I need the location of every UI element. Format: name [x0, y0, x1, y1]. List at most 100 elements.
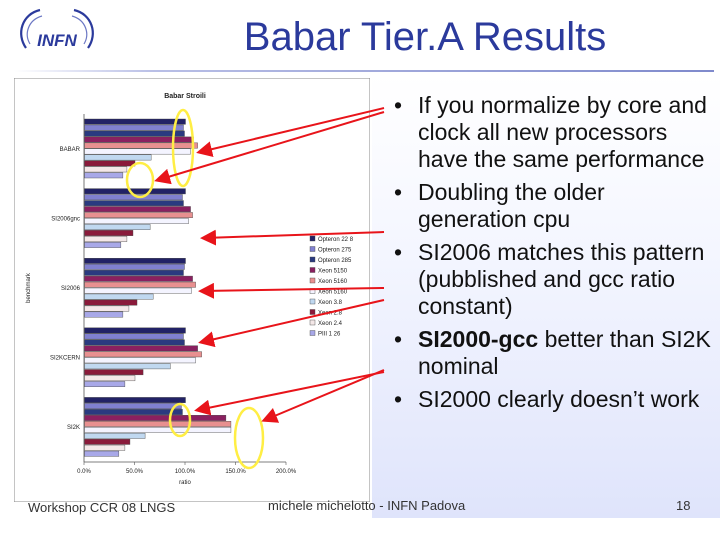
x-tick-label: 150.0% [225, 469, 246, 475]
bar [84, 438, 131, 445]
infn-logo: INFN [20, 8, 94, 50]
bullet-dot-icon: • [394, 92, 403, 118]
bar [84, 397, 186, 403]
chart-title: Babar Stroili [164, 93, 206, 100]
bullet-item: • If you normalize by core and clock all … [388, 92, 718, 173]
bar [84, 218, 189, 224]
bullet-list: • If you normalize by core and clock all … [388, 92, 718, 419]
bar [84, 369, 144, 376]
bar [84, 212, 193, 219]
bar [84, 206, 191, 213]
bar [84, 444, 126, 451]
legend-swatch [309, 256, 316, 263]
bullet-item: • Doubling the older generation cpu [388, 179, 718, 233]
logo-text: INFN [37, 31, 77, 50]
bar [84, 421, 232, 427]
category-label: SI2006gnc [51, 216, 80, 222]
category-label: BABAR [60, 147, 81, 153]
legend-swatch [309, 267, 316, 273]
legend-label: Opteron 285 [318, 258, 352, 264]
bar [84, 363, 171, 370]
bullet-text: Doubling the older generation cpu [418, 179, 605, 232]
bar [84, 333, 184, 340]
text-panel-background [372, 74, 720, 518]
legend-swatch [309, 235, 316, 242]
legend-label: Opteron 22 8 [318, 237, 354, 243]
bullet-item: • SI2000 clearly doesn’t work [388, 386, 718, 413]
bar [84, 299, 138, 306]
bullet-text: If you normalize by core and clock all n… [418, 92, 707, 172]
category-label: SI2006 [61, 286, 81, 292]
bullet-dot-icon: • [394, 386, 403, 412]
bar [84, 263, 185, 270]
legend-swatch [309, 277, 316, 284]
bar [84, 166, 128, 173]
bar [84, 351, 202, 358]
footer-event: Workshop CCR 08 LNGS [28, 500, 176, 515]
bullet-dot-icon: • [394, 326, 403, 352]
chart-x-axis-label: ratio [179, 480, 191, 486]
bar [84, 257, 186, 264]
bar [84, 118, 186, 125]
bar [84, 194, 183, 201]
legend-label: Xeon 5160 [318, 279, 348, 285]
x-tick-label: 100.0% [175, 469, 196, 475]
bar [84, 450, 120, 457]
bar [84, 188, 186, 195]
bar-chart: Babar Stroili benchmark 0.0% 50.0% 100.0% 150… [14, 78, 370, 502]
bar [84, 154, 152, 161]
bar [84, 293, 154, 300]
footer-author: michele michelotto - INFN Padova [268, 498, 466, 513]
x-tick-label: 0.0% [77, 469, 91, 475]
bullet-item: • SI2000-gcc better than SI2K nominal [388, 326, 718, 380]
bar [84, 130, 185, 137]
legend-label: PIII 1 26 [318, 332, 341, 338]
bar [84, 409, 183, 415]
bar [84, 230, 134, 236]
legend-swatch [309, 319, 316, 326]
bar [84, 287, 192, 294]
legend-label: Xeon 3.8 [318, 300, 343, 306]
bar [84, 242, 122, 248]
bar [84, 281, 196, 288]
bullet-text: better than SI2K nominal [418, 326, 711, 379]
bar [84, 142, 198, 149]
page-number: 18 [676, 498, 691, 513]
slide-title: Babar Tier.A Results [243, 15, 607, 59]
bar [84, 381, 126, 388]
bar [84, 327, 186, 334]
bar [84, 269, 184, 276]
bar [84, 160, 136, 167]
legend-swatch [309, 298, 316, 305]
bar [84, 200, 184, 207]
legend-label: Xeon 5150 [318, 269, 348, 275]
x-tick-label: 200.0% [276, 469, 297, 475]
legend-swatch [309, 246, 316, 252]
legend-swatch [309, 309, 316, 315]
bullet-bold-text: SI2000-gcc [418, 326, 539, 352]
bar [84, 236, 128, 242]
bar [84, 345, 198, 352]
chart-y-axis-label: benchmark [26, 272, 32, 303]
bar [84, 305, 130, 312]
bar [84, 357, 196, 364]
title-divider [14, 70, 714, 72]
bar [84, 136, 194, 143]
legend-label: Opteron 275 [318, 248, 352, 254]
bar [84, 427, 232, 433]
bar [84, 339, 185, 346]
bar [84, 148, 191, 155]
bar [84, 275, 193, 282]
legend-swatch [309, 330, 316, 336]
bar [84, 375, 136, 382]
bar [84, 311, 124, 318]
bar [84, 415, 227, 421]
legend-label: Xeon 5160 [318, 290, 348, 296]
bar [84, 432, 146, 439]
x-tick-label: 50.0% [126, 469, 144, 475]
bullet-dot-icon: • [394, 239, 403, 265]
bullet-text: SI2006 matches this pattern (pubblished … [418, 239, 705, 319]
bar [84, 172, 124, 179]
category-label: SI2K [67, 425, 80, 431]
